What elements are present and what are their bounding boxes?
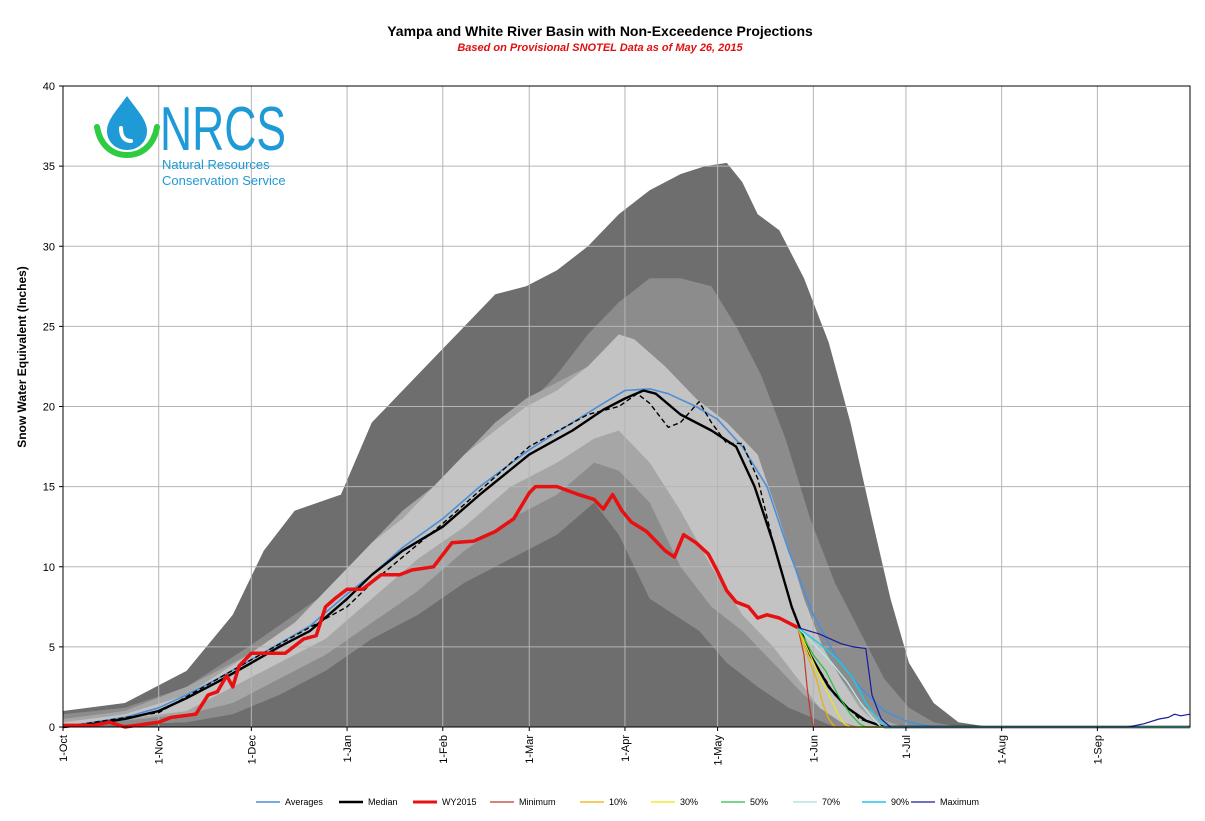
y-tick-label: 0 bbox=[49, 722, 55, 734]
band-3 bbox=[63, 342, 1190, 727]
y-tick-label: 10 bbox=[43, 562, 55, 574]
y-tick-label: 5 bbox=[49, 642, 55, 654]
legend-item-maximum: Maximum bbox=[911, 797, 979, 807]
x-tick-label: 1-May bbox=[713, 735, 725, 766]
legend-label: 10% bbox=[609, 797, 627, 807]
legend-item-30: 30% bbox=[651, 797, 698, 807]
chart-subtitle: Based on Provisional SNOTEL Data as of M… bbox=[457, 42, 743, 54]
legend-label: Minimum bbox=[519, 797, 556, 807]
x-tick-label: 1-Apr bbox=[620, 735, 632, 762]
legend: Averages Median WY2015 Minimum 10% 30% 50% 70% 9… bbox=[256, 797, 979, 807]
y-tick-label: 25 bbox=[43, 321, 55, 333]
water-drop-icon bbox=[94, 96, 160, 159]
x-axis-ticks: 1-Oct 1-Nov 1-Dec 1-Jan 1-Feb 1-Mar 1-Apr 1-May… bbox=[58, 727, 1104, 766]
series-50 bbox=[797, 627, 1190, 728]
legend-item-10: 10% bbox=[580, 797, 627, 807]
legend-label: 90% bbox=[891, 797, 909, 807]
projection-bands bbox=[63, 162, 1190, 727]
nrcs-logo: NRCS Natural Resources Conservation Serv… bbox=[94, 95, 286, 188]
y-tick-label: 40 bbox=[43, 81, 55, 93]
legend-item-90: 90% bbox=[862, 797, 909, 807]
legend-label: 30% bbox=[680, 797, 698, 807]
x-tick-label: 1-Aug bbox=[997, 735, 1009, 764]
y-axis-ticks: 0 5 10 15 20 25 30 35 40 bbox=[43, 81, 63, 734]
legend-label: 70% bbox=[822, 797, 840, 807]
logo-mark: NRCS bbox=[160, 95, 286, 164]
legend-item-70: 70% bbox=[793, 797, 840, 807]
x-tick-label: 1-Dec bbox=[246, 735, 258, 765]
x-tick-label: 1-Sep bbox=[1092, 735, 1104, 764]
x-tick-label: 1-Feb bbox=[438, 735, 450, 764]
y-axis-label: Snow Water Equivalent (Inches) bbox=[15, 266, 29, 448]
legend-label: Averages bbox=[285, 797, 323, 807]
series-wy2015 bbox=[63, 484, 799, 729]
legend-item-averages: Averages bbox=[256, 797, 323, 807]
series-70 bbox=[797, 627, 1190, 728]
band-4 bbox=[63, 334, 1190, 727]
x-tick-label: 1-Jun bbox=[808, 735, 820, 763]
y-tick-label: 15 bbox=[43, 482, 55, 494]
x-tick-label: 1-Jan bbox=[342, 735, 354, 763]
x-tick-label: 1-Jul bbox=[901, 735, 913, 759]
legend-item-50: 50% bbox=[721, 797, 768, 807]
x-tick-label: 1-Mar bbox=[524, 735, 536, 764]
series-30 bbox=[797, 627, 1190, 728]
chart-title: Yampa and White River Basin with Non-Exc… bbox=[387, 23, 813, 39]
series-90 bbox=[797, 627, 1190, 728]
legend-label: 50% bbox=[750, 797, 768, 807]
logo-line1: Natural Resources bbox=[162, 157, 270, 172]
legend-item-minimum: Minimum bbox=[490, 797, 556, 807]
y-tick-label: 35 bbox=[43, 161, 55, 173]
x-tick-label: 1-Oct bbox=[58, 735, 70, 762]
legend-item-median: Median bbox=[339, 797, 398, 807]
legend-label: WY2015 bbox=[442, 797, 477, 807]
legend-label: Median bbox=[368, 797, 398, 807]
x-tick-label: 1-Nov bbox=[154, 735, 166, 765]
y-tick-label: 20 bbox=[43, 402, 55, 414]
legend-item-wy2015: WY2015 bbox=[413, 797, 477, 807]
legend-label: Maximum bbox=[940, 797, 979, 807]
logo-line2: Conservation Service bbox=[162, 173, 286, 188]
y-tick-label: 30 bbox=[43, 241, 55, 253]
